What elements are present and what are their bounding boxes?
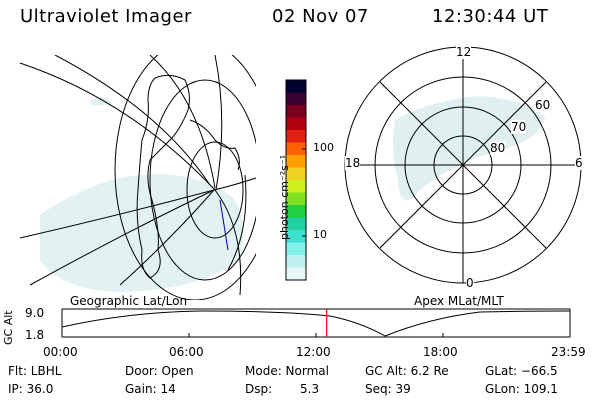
colorbar-segment [286,80,306,93]
colorbar-frame [285,79,307,281]
observation-date: 02 Nov 07 [272,6,369,27]
ip-info: IP: 36.0 [8,382,54,396]
time-tick-2359: 23:59 [551,345,586,359]
polar-map [344,46,582,284]
altitude-ytick-1-8: 1.8 [25,328,45,342]
geographic-map [19,55,256,300]
glon-info: GLon: 109.1 [485,382,558,396]
colorbar-segment [286,167,306,181]
filter-info: Flt: LBHL [8,364,62,378]
uv-auroral-oval [393,96,545,201]
colorbar-segment [286,117,306,131]
colorbar-tick-100: 100 [313,141,334,154]
instrument-title: Ultraviolet Imager [20,6,192,27]
colorbar-segment [286,155,306,168]
colorbar-segment [286,92,306,106]
dsp-label: Dsp: [245,382,273,396]
mlat-label-60: 60 [535,98,551,112]
mode-info: Mode: Normal [245,364,329,378]
gain-info: Gain: 14 [125,382,176,396]
colorbar [285,79,307,281]
colorbar-unit-label: photon cm⁻²s⁻¹ [278,154,291,240]
colorbar-segment [286,142,306,156]
colorbar-segment [286,242,306,256]
colorbar-segment [286,267,306,281]
altitude-curve [61,310,571,337]
time-tick-1800: 18:00 [423,345,458,359]
colorbar-segment [286,105,306,118]
gc-alt-info: GC Alt: 6.2 Re [365,364,449,378]
door-info: Door: Open [125,364,194,378]
colorbar-segment [286,205,306,218]
mlat-label-80: 80 [490,141,506,155]
mlt-label-0: 0 [466,276,474,290]
uv-emission-region [40,174,244,292]
mlt-label-6: 6 [575,156,583,170]
glat-info: GLat: −66.5 [485,364,558,378]
altitude-axis-label: GC Alt [2,310,15,345]
time-tick-1200: 12:00 [296,345,331,359]
altitude-plot [61,308,571,338]
colorbar-tick-10: 10 [313,228,327,241]
geo-panel-caption: Geographic Lat/Lon [70,294,188,308]
altitude-ytick-9: 9.0 [25,306,45,320]
colorbar-segment [286,255,306,268]
time-tick-0600: 06:00 [169,345,204,359]
time-tick-0000: 00:00 [43,345,78,359]
colorbar-segment [286,130,306,143]
seq-info: Seq: 39 [365,382,411,396]
mlat-label-70: 70 [511,120,527,134]
observation-time: 12:30:44 UT [432,6,549,27]
colorbar-segment [286,230,306,243]
polar-panel-caption: Apex MLat/MLT [414,294,504,308]
satellite-track [219,199,229,251]
coastline [136,74,190,279]
colorbar-segment [286,180,306,193]
colorbar-segment [286,217,306,231]
dsp-value: 5.3 [300,382,320,396]
mlt-label-12: 12 [456,45,472,59]
colorbar-segment [286,192,306,206]
mlt-label-18: 18 [345,156,361,170]
